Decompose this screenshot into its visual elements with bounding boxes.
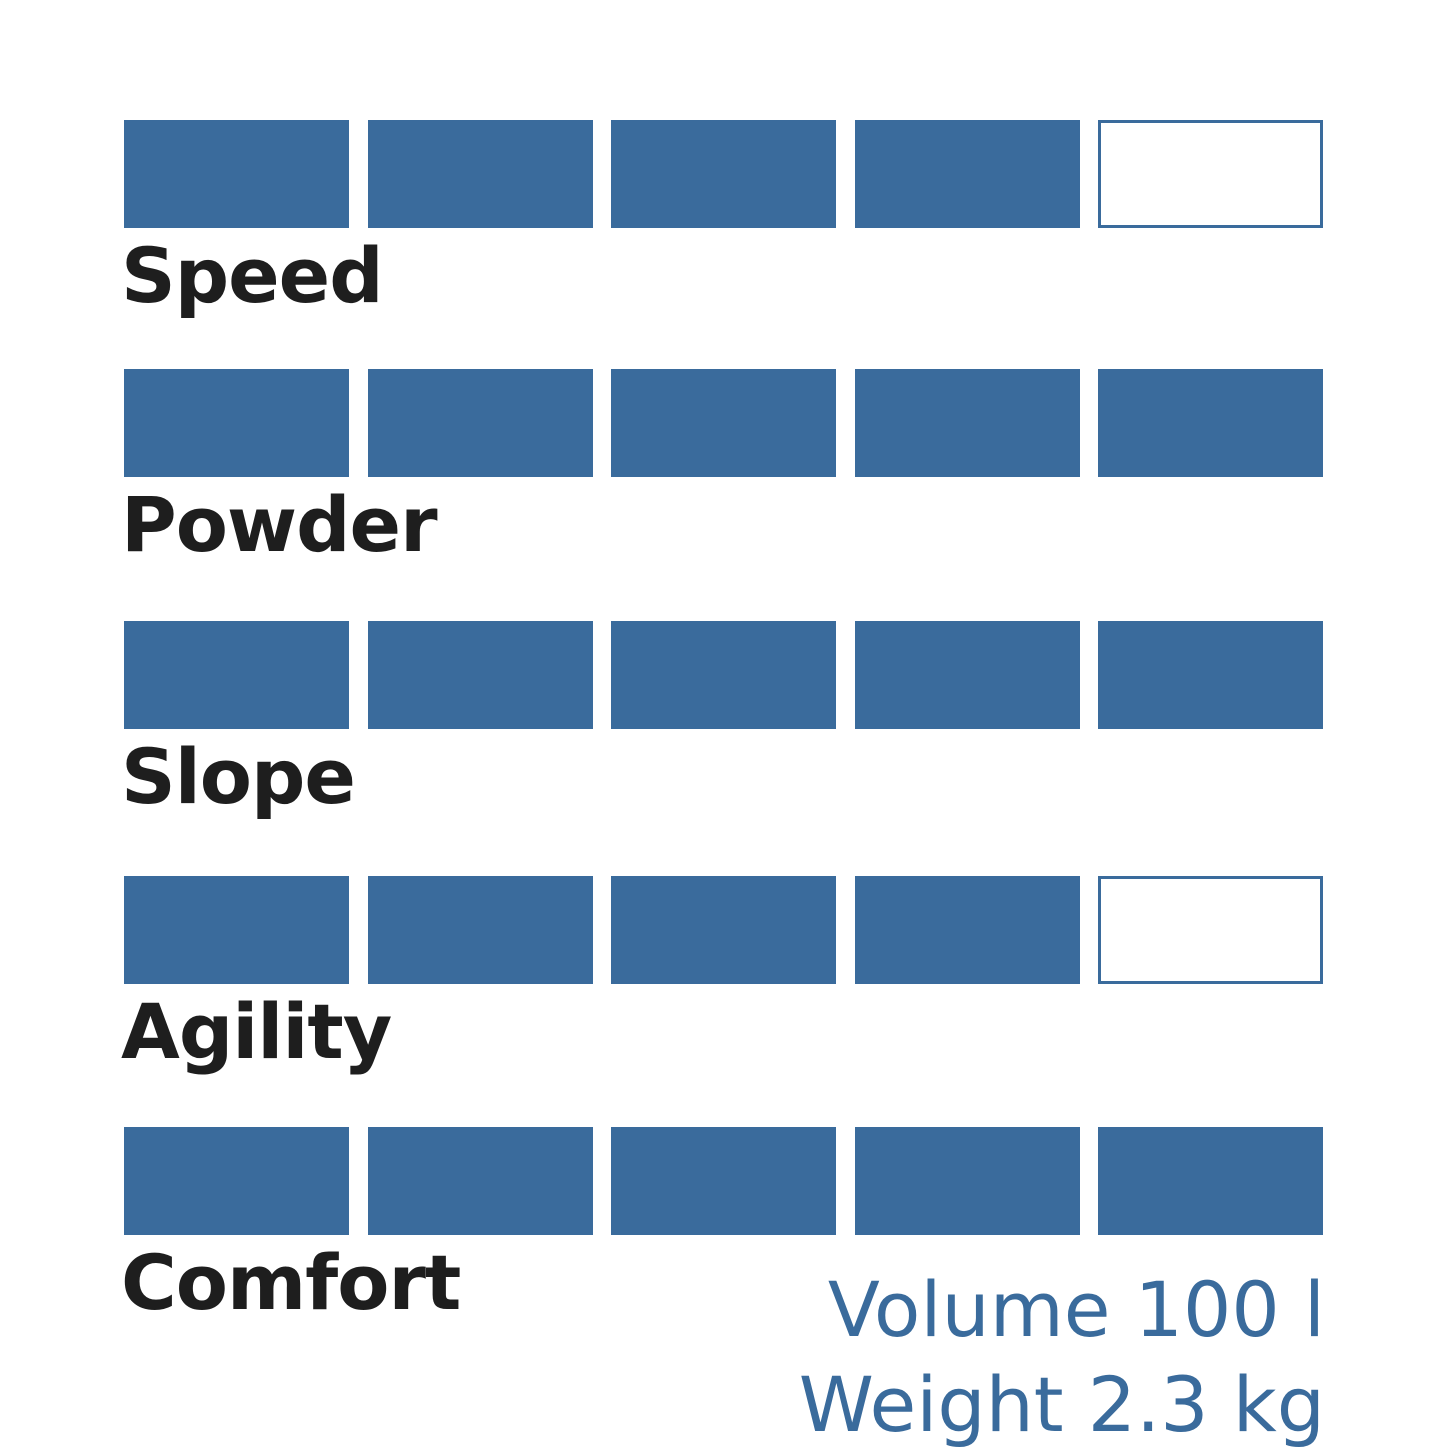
rating-segment-filled [124,876,349,984]
rating-segment-filled [854,876,1080,984]
rating-label: Powder [121,480,438,569]
rating-row-powder: Powder [121,369,1324,599]
rating-segment-filled [1098,369,1323,477]
specs: Volume 100 l Weight 2.3 kg [799,1262,1325,1452]
weight-text: Weight 2.3 kg [798,1360,1325,1449]
rating-segment-filled [854,621,1080,729]
rating-segment-empty [1098,120,1323,228]
rating-segment-filled [367,1127,593,1235]
rating-segment-filled [367,369,593,477]
rating-segment-filled [124,621,349,729]
rating-segment-filled [854,369,1080,477]
rating-segment-filled [854,120,1080,228]
rating-segment-filled [611,621,836,729]
rating-segment-filled [1098,621,1323,729]
rating-segment-filled [611,120,836,228]
rating-row-slope: Slope [121,621,1324,851]
rating-label: Speed [121,231,384,320]
rating-segment-filled [367,876,593,984]
rating-row-speed: Speed [121,120,1324,350]
rating-segment-filled [367,621,593,729]
rating-label: Agility [121,987,392,1076]
rating-segment-filled [854,1127,1080,1235]
rating-segment-filled [1098,1127,1323,1235]
rating-segment-filled [611,369,836,477]
rating-label: Slope [121,732,356,821]
rating-segment-filled [611,1127,836,1235]
rating-segment-filled [124,120,349,228]
rating-segment-filled [611,876,836,984]
rating-row-agility: Agility [121,876,1324,1106]
rating-segment-filled [124,1127,349,1235]
volume-text: Volume 100 l [827,1265,1325,1354]
rating-segment-filled [124,369,349,477]
rating-label: Comfort [121,1238,461,1327]
rating-segment-empty [1098,876,1323,984]
rating-segment-filled [367,120,593,228]
rating-row-comfort: Comfort [121,1127,1324,1357]
